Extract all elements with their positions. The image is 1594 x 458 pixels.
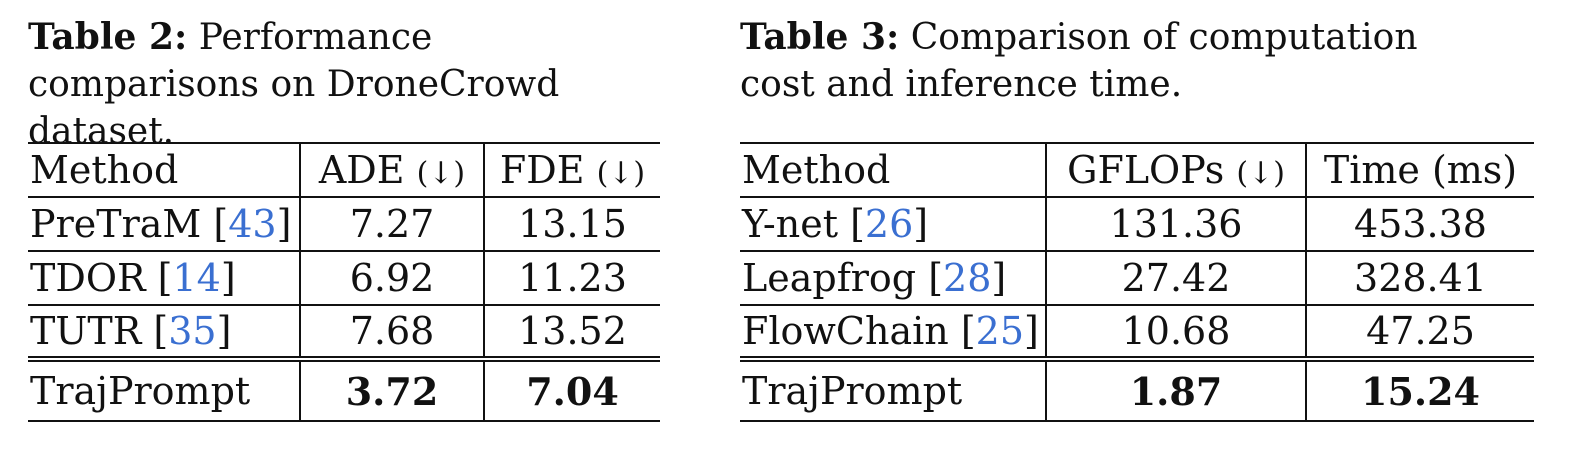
time-cell: 453.38	[1305, 197, 1534, 252]
down-arrow-icon: (↓)	[1236, 156, 1285, 191]
table-header-row: Method GFLOPs (↓) Time (ms)	[740, 142, 1534, 198]
citation-link[interactable]: 28	[943, 256, 992, 300]
table-3-caption-text: Comparison of computation cost and infer…	[740, 17, 1418, 105]
header-fde: FDE (↓)	[483, 142, 660, 198]
fde-cell-best: 7.04	[483, 359, 660, 422]
table-header-row: Method ADE (↓) FDE (↓)	[28, 142, 660, 198]
method-cell: PreTraM [43]	[28, 197, 300, 252]
ade-cell: 7.68	[299, 305, 484, 362]
method-name: PreTraM	[30, 202, 202, 246]
header-ade: ADE (↓)	[299, 142, 484, 198]
header-method: Method	[28, 142, 300, 198]
fde-cell: 13.52	[483, 305, 660, 362]
table-row-ours: TrajPrompt 1.87 15.24	[740, 359, 1534, 422]
ade-cell: 6.92	[299, 251, 484, 306]
table-2: Method ADE (↓) FDE (↓) PreTraM [43] 7.27…	[28, 142, 660, 422]
header-method: Method	[740, 142, 1046, 198]
table-row: TDOR [14] 6.92 11.23	[28, 251, 660, 306]
method-name: TUTR	[30, 309, 142, 353]
table-row: Leapfrog [28] 27.42 328.41	[740, 251, 1534, 306]
time-cell: 328.41	[1305, 251, 1534, 306]
table-row: FlowChain [25] 10.68 47.25	[740, 305, 1534, 362]
citation-link[interactable]: 26	[864, 202, 914, 246]
table-row: PreTraM [43] 7.27 13.15	[28, 197, 660, 252]
table-3-label: Table 3:	[740, 16, 900, 58]
table-row-ours: TrajPrompt 3.72 7.04	[28, 359, 660, 422]
down-arrow-icon: (↓)	[596, 156, 646, 191]
method-cell: TDOR [14]	[28, 251, 300, 306]
citation-link[interactable]: 43	[228, 202, 277, 246]
ade-cell-best: 3.72	[299, 359, 484, 422]
header-fde-label: FDE	[499, 148, 585, 192]
method-cell: Leapfrog [28]	[740, 251, 1046, 306]
gflops-cell-best: 1.87	[1045, 359, 1306, 422]
header-time: Time (ms)	[1305, 142, 1534, 198]
header-ade-label: ADE	[318, 148, 405, 192]
ade-cell: 7.27	[299, 197, 484, 252]
method-name: Y-net	[742, 202, 838, 246]
table-3-panel: Table 3: Comparison of computation cost …	[740, 14, 1536, 422]
fde-cell: 11.23	[483, 251, 660, 306]
method-cell: TrajPrompt	[28, 359, 300, 422]
method-cell: TUTR [35]	[28, 305, 300, 362]
method-name: FlowChain	[742, 309, 949, 353]
header-gflops: GFLOPs (↓)	[1045, 142, 1306, 198]
method-name: Leapfrog	[742, 256, 917, 300]
method-cell: TrajPrompt	[740, 359, 1046, 422]
method-cell: FlowChain [25]	[740, 305, 1046, 362]
table-3: Method GFLOPs (↓) Time (ms) Y-net [26] 1…	[740, 142, 1534, 422]
table-2-panel: Table 2: Performance comparisons on Dron…	[28, 14, 666, 422]
table-row: Y-net [26] 131.36 453.38	[740, 197, 1534, 252]
table-2-caption-text: Performance comparisons on DroneCrowd da…	[28, 17, 560, 152]
gflops-cell: 131.36	[1045, 197, 1306, 252]
table-row: TUTR [35] 7.68 13.52	[28, 305, 660, 362]
table-2-label: Table 2:	[28, 16, 188, 58]
citation-link[interactable]: 25	[975, 309, 1025, 353]
down-arrow-icon: (↓)	[416, 156, 466, 191]
method-name: TDOR	[30, 256, 146, 300]
citation-link[interactable]: 14	[172, 256, 221, 300]
header-gflops-label: GFLOPs	[1067, 148, 1225, 192]
gflops-cell: 10.68	[1045, 305, 1306, 362]
time-cell-best: 15.24	[1305, 359, 1534, 422]
fde-cell: 13.15	[483, 197, 660, 252]
time-cell: 47.25	[1305, 305, 1534, 362]
gflops-cell: 27.42	[1045, 251, 1306, 306]
table-2-caption: Table 2: Performance comparisons on Dron…	[28, 14, 666, 152]
citation-link[interactable]: 35	[168, 309, 217, 353]
table-3-caption: Table 3: Comparison of computation cost …	[740, 14, 1440, 122]
method-cell: Y-net [26]	[740, 197, 1046, 252]
